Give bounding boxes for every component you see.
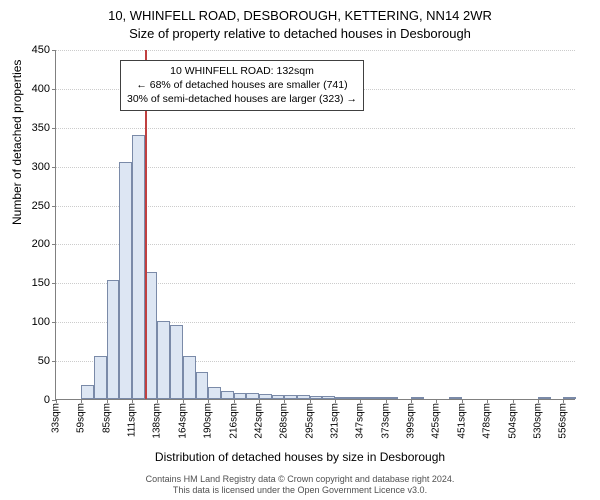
ytick-mark [52, 167, 56, 168]
histogram-bar [259, 394, 272, 399]
histogram-bar [246, 393, 259, 399]
ytick-label: 200 [32, 238, 50, 250]
xtick-label: 504sqm [507, 403, 518, 439]
ytick-mark [52, 89, 56, 90]
xtick-label: 242sqm [253, 403, 264, 439]
ytick-label: 150 [32, 277, 50, 289]
xtick-label: 295sqm [304, 403, 315, 439]
histogram-bar [208, 387, 221, 399]
histogram-bar [157, 321, 170, 399]
ytick-mark [52, 244, 56, 245]
xtick-label: 138sqm [152, 403, 163, 439]
xtick-label: 478sqm [482, 403, 493, 439]
ytick-mark [52, 50, 56, 51]
xtick-label: 556sqm [558, 403, 569, 439]
histogram-bar [310, 396, 323, 399]
histogram-bar [170, 325, 183, 399]
histogram-bar [272, 395, 285, 399]
histogram-bar [348, 397, 361, 399]
xtick-label: 321sqm [330, 403, 341, 439]
xtick-label: 347sqm [355, 403, 366, 439]
xtick-label: 451sqm [456, 403, 467, 439]
histogram-bar [196, 372, 209, 399]
histogram-bar [183, 356, 196, 399]
ytick-mark [52, 206, 56, 207]
gridline [56, 50, 575, 51]
histogram-bar [132, 135, 145, 399]
histogram-bar [538, 397, 551, 399]
ytick-mark [52, 322, 56, 323]
ytick-label: 50 [38, 355, 50, 367]
xtick-label: 164sqm [177, 403, 188, 439]
y-axis-label: Number of detached properties [10, 60, 24, 225]
x-axis-label: Distribution of detached houses by size … [0, 450, 600, 464]
histogram-bar [107, 280, 120, 399]
chart-title-line2: Size of property relative to detached ho… [0, 26, 600, 41]
ytick-label: 0 [44, 394, 50, 406]
ytick-label: 250 [32, 200, 50, 212]
histogram-bar [386, 397, 399, 399]
xtick-label: 216sqm [228, 403, 239, 439]
histogram-bar [234, 393, 247, 399]
ytick-mark [52, 361, 56, 362]
xtick-label: 33sqm [51, 403, 62, 433]
ytick-label: 450 [32, 44, 50, 56]
annotation-line: ← 68% of detached houses are smaller (74… [127, 78, 357, 92]
ytick-label: 400 [32, 83, 50, 95]
xtick-label: 530sqm [532, 403, 543, 439]
histogram-bar [81, 385, 94, 399]
xtick-label: 373sqm [380, 403, 391, 439]
histogram-bar [373, 397, 386, 399]
xtick-label: 190sqm [203, 403, 214, 439]
ytick-label: 100 [32, 316, 50, 328]
gridline [56, 128, 575, 129]
xtick-label: 111sqm [127, 403, 138, 437]
footer-attribution: Contains HM Land Registry data © Crown c… [0, 474, 600, 497]
histogram-bar [221, 391, 234, 399]
xtick-label: 85sqm [101, 403, 112, 433]
ytick-mark [52, 283, 56, 284]
annotation-line: 30% of semi-detached houses are larger (… [127, 92, 357, 106]
histogram-bar [335, 397, 348, 399]
ytick-label: 300 [32, 161, 50, 173]
footer-line2: This data is licensed under the Open Gov… [0, 485, 600, 496]
histogram-bar [411, 397, 424, 399]
histogram-bar [297, 395, 310, 399]
chart-title-line1: 10, WHINFELL ROAD, DESBOROUGH, KETTERING… [0, 8, 600, 23]
xtick-label: 425sqm [431, 403, 442, 439]
annotation-box: 10 WHINFELL ROAD: 132sqm← 68% of detache… [120, 60, 364, 111]
footer-line1: Contains HM Land Registry data © Crown c… [0, 474, 600, 485]
histogram-bar [94, 356, 107, 399]
histogram-bar [449, 397, 462, 399]
ytick-mark [52, 128, 56, 129]
histogram-bar [360, 397, 373, 399]
histogram-bar [284, 395, 297, 399]
histogram-bar [563, 397, 576, 399]
xtick-label: 59sqm [76, 403, 87, 433]
xtick-label: 268sqm [279, 403, 290, 439]
histogram-bar [119, 162, 132, 399]
xtick-label: 399sqm [406, 403, 417, 439]
annotation-line: 10 WHINFELL ROAD: 132sqm [127, 64, 357, 78]
histogram-bar [322, 396, 335, 399]
ytick-label: 350 [32, 122, 50, 134]
